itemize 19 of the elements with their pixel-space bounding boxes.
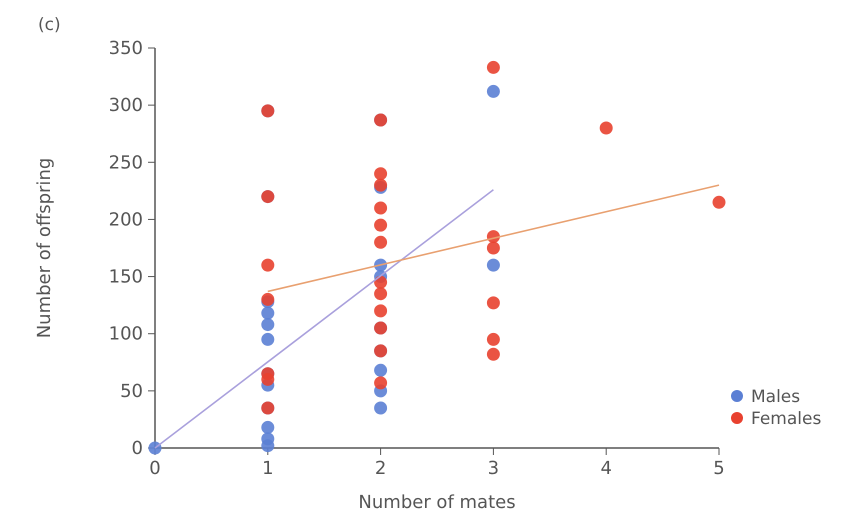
y-axis-title: Number of offspring [34,158,55,338]
x-tick-label: 5 [713,458,725,479]
y-tick-label: 150 [108,266,143,288]
y-tick-label: 0 [132,438,143,459]
x-tick-label: 4 [600,458,612,479]
x-tick-label: 2 [374,458,386,479]
y-tick-label: 300 [108,95,143,116]
x-tick-label: 0 [149,458,161,479]
x-axis-title: Number of mates [358,492,516,513]
legend-label: Males [751,387,800,407]
legend-label: Females [751,409,822,429]
y-tick-label: 100 [108,324,143,345]
x-tick-label: 3 [488,458,500,479]
y-tick-label: 50 [120,380,143,402]
y-tick-label: 250 [108,152,143,174]
x-tick-label: 1 [262,458,274,479]
y-tick-label: 350 [108,38,143,59]
y-tick-label: 200 [108,209,143,230]
chart-title: (c) [38,15,61,35]
